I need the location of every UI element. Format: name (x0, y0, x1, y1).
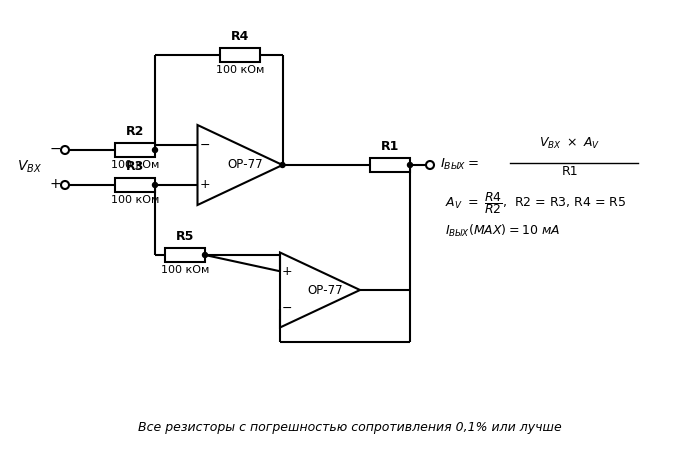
Text: $V_{BX}\ \times\ A_V$: $V_{BX}\ \times\ A_V$ (539, 136, 601, 151)
Text: 100 кОм: 100 кОм (161, 265, 209, 275)
Text: −: − (199, 139, 210, 152)
Text: 100 кОм: 100 кОм (111, 160, 159, 170)
Text: ОР-77: ОР-77 (228, 158, 262, 171)
Circle shape (426, 161, 434, 169)
Text: +: + (281, 265, 293, 278)
Text: $I_{ВЫХ}=$: $I_{ВЫХ}=$ (440, 157, 479, 171)
Text: 100 кОм: 100 кОм (216, 65, 264, 75)
Text: 100 кОм: 100 кОм (111, 195, 159, 205)
Text: R1: R1 (381, 140, 399, 153)
Text: $I_{ВЫХ}(MAX) = 10\ мА$: $I_{ВЫХ}(MAX) = 10\ мА$ (445, 223, 560, 239)
Text: $A_V\ =\ \dfrac{R4}{R2}$,  R2 = R3, R4 = R5: $A_V\ =\ \dfrac{R4}{R2}$, R2 = R3, R4 = … (445, 190, 626, 216)
Text: R2: R2 (126, 125, 144, 138)
Text: R4: R4 (231, 30, 249, 43)
Circle shape (153, 148, 158, 153)
Bar (220, 48, 260, 62)
Circle shape (61, 181, 69, 189)
Circle shape (61, 146, 69, 154)
Text: R5: R5 (176, 230, 194, 243)
Text: +: + (49, 177, 61, 191)
Circle shape (153, 183, 158, 188)
Bar (115, 143, 155, 157)
Text: ОР-77: ОР-77 (307, 284, 343, 297)
Circle shape (407, 162, 412, 167)
Bar (370, 158, 410, 172)
Bar (115, 178, 155, 192)
Bar (165, 248, 205, 262)
Text: −: − (281, 302, 293, 315)
Text: +: + (199, 179, 210, 192)
Circle shape (280, 162, 285, 167)
Circle shape (202, 252, 207, 257)
Text: $V_{BX}$: $V_{BX}$ (18, 159, 43, 175)
Text: R1: R1 (561, 165, 578, 178)
Text: R3: R3 (126, 160, 144, 173)
Text: −: − (49, 142, 61, 156)
Text: Все резисторы с погрешностью сопротивления 0,1% или лучше: Все резисторы с погрешностью сопротивлен… (138, 422, 562, 435)
